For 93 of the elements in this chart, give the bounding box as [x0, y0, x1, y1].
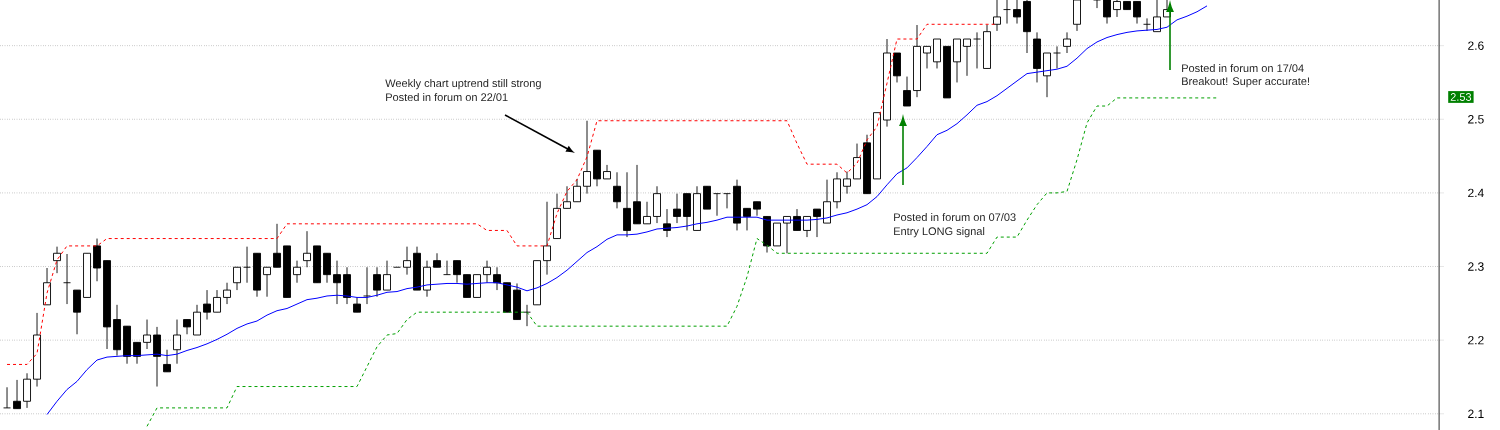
candlestick: [683, 193, 691, 231]
annotation: Breakout! Super accurate!: [1182, 77, 1309, 88]
candlestick: [633, 164, 641, 225]
candlestick: [303, 230, 311, 268]
candlestick: [273, 223, 281, 268]
y-tick-label: 2.1: [1468, 409, 1484, 418]
candlestick: [1103, 0, 1111, 24]
candlestick: [93, 238, 101, 282]
candlestick: [463, 274, 471, 298]
candlestick: [813, 208, 821, 238]
candlestick: [603, 164, 611, 180]
candlestick: [343, 266, 351, 305]
candlestick: [43, 267, 51, 306]
candlestick: [1093, 0, 1101, 9]
candlestick: [1143, 17, 1151, 32]
candlestick: [293, 260, 301, 284]
annotation: Posted in forum on 17/04: [1182, 64, 1304, 73]
candlestick: [1053, 45, 1061, 69]
annotation: Entry LONG signal: [894, 227, 985, 238]
candlestick: [213, 289, 221, 313]
candlestick: [13, 379, 21, 410]
candlestick: [63, 253, 71, 305]
candlestick: [173, 319, 181, 365]
candlestick: [333, 260, 341, 305]
candlestick: [3, 386, 11, 409]
candlestick: [993, 0, 1001, 32]
candlestick: [183, 319, 191, 335]
candlestick: [963, 38, 971, 77]
candlestick: [483, 260, 491, 284]
candlestick: [443, 260, 451, 276]
candlestick: [263, 266, 271, 298]
text: 2.53: [1450, 93, 1472, 101]
annotation: Weekly chart uptrend still strong: [385, 79, 541, 90]
candlestick: [1113, 0, 1121, 18]
candlestick: [823, 179, 831, 224]
candlestick: [163, 349, 171, 373]
candlestick: [493, 266, 501, 291]
candlestick: [773, 222, 781, 247]
candlestick: [563, 185, 571, 209]
candlestick: [1153, 0, 1161, 33]
candlestick: [1133, 1, 1141, 24]
y-tick-label: 2.3: [1468, 262, 1484, 271]
candlestick: [363, 266, 371, 305]
candlestick: [153, 326, 161, 387]
candlestick: [1003, 0, 1011, 24]
candlestick: [843, 171, 851, 195]
candlestick: [753, 201, 761, 217]
y-tick-label: 2.2: [1468, 335, 1484, 345]
candlestick: [1043, 52, 1051, 98]
candlestick: [643, 201, 651, 225]
candlestick: [1063, 31, 1071, 54]
candlestick: [133, 341, 141, 365]
candlestick: [433, 252, 441, 268]
y-tick-label: 2.6: [1468, 41, 1484, 50]
candlestick: [193, 304, 201, 336]
candlestick: [923, 45, 931, 69]
candlestick: [23, 372, 31, 409]
candlestick: [233, 266, 241, 291]
y-tick-label: 2.4: [1468, 188, 1484, 198]
candlestick: [833, 171, 841, 209]
candlestick: [573, 178, 581, 203]
candlestick: [623, 171, 631, 238]
candlestick: [903, 76, 911, 107]
candlestick: [613, 171, 621, 209]
candlestick: [373, 266, 381, 298]
candlestick: [543, 201, 551, 276]
annotation: Posted in forum on 22/01: [386, 93, 508, 102]
candlestick: [323, 252, 331, 284]
candlestick: [723, 193, 731, 209]
candlestick: [933, 38, 941, 69]
annotation: Posted in forum on 07/03: [894, 213, 1016, 222]
candlestick: [953, 38, 961, 83]
candlestick: [673, 193, 681, 224]
candlestick: [203, 289, 211, 320]
candlestick: [713, 193, 721, 217]
y-tick-label: 2.5: [1468, 115, 1484, 124]
candlestick: [223, 282, 231, 305]
candlestick: [973, 31, 981, 69]
candlestick: [893, 52, 901, 83]
candlestick: [243, 246, 251, 284]
candlestick: [403, 246, 411, 276]
candlestick: [1013, 0, 1021, 24]
candlestick: [703, 185, 711, 210]
candlestick: [583, 120, 591, 195]
candlestick: [73, 289, 81, 335]
candlestick: [423, 260, 431, 298]
candlestick: [53, 246, 61, 274]
candlestick: [383, 260, 391, 291]
candlestick: [143, 319, 151, 350]
candlestick: [853, 143, 861, 180]
candlestick: [453, 260, 461, 284]
candlestick: [653, 185, 661, 224]
candlestick: [743, 207, 751, 231]
